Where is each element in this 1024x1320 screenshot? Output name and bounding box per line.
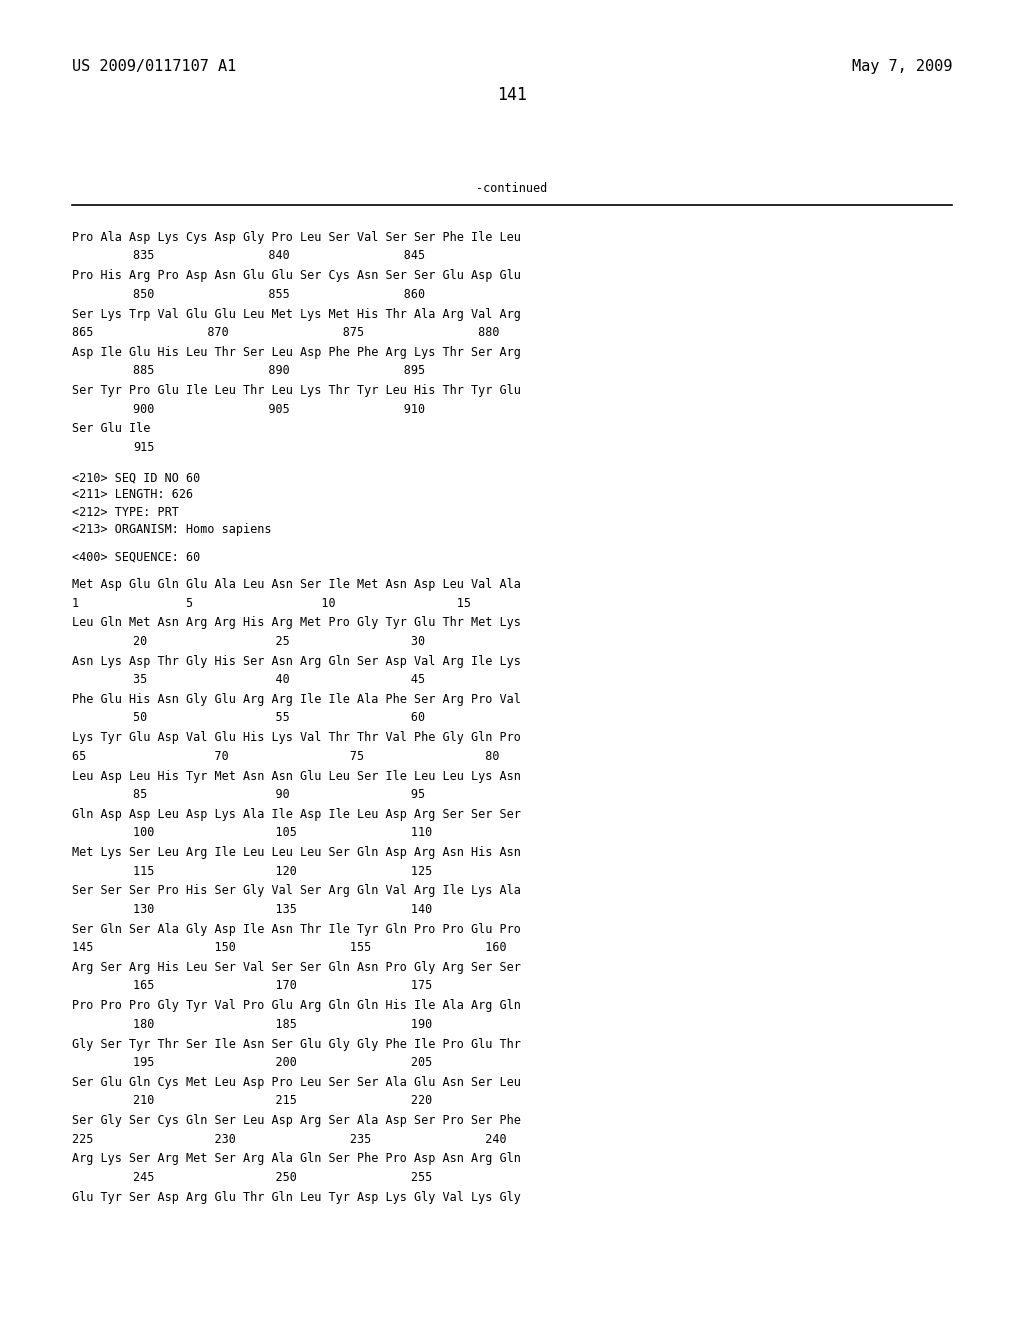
Text: <212> TYPE: PRT: <212> TYPE: PRT xyxy=(72,506,178,519)
Text: 50                  55                 60: 50 55 60 xyxy=(133,711,425,725)
Text: Ser Lys Trp Val Glu Glu Leu Met Lys Met His Thr Ala Arg Val Arg: Ser Lys Trp Val Glu Glu Leu Met Lys Met … xyxy=(72,308,520,321)
Text: 885                890                895: 885 890 895 xyxy=(133,364,425,378)
Text: 130                 135                140: 130 135 140 xyxy=(133,903,432,916)
Text: Met Asp Glu Gln Glu Ala Leu Asn Ser Ile Met Asn Asp Leu Val Ala: Met Asp Glu Gln Glu Ala Leu Asn Ser Ile … xyxy=(72,578,520,591)
Text: 850                855                860: 850 855 860 xyxy=(133,288,425,301)
Text: 195                 200                205: 195 200 205 xyxy=(133,1056,432,1069)
Text: Pro Pro Pro Gly Tyr Val Pro Glu Arg Gln Gln His Ile Ala Arg Gln: Pro Pro Pro Gly Tyr Val Pro Glu Arg Gln … xyxy=(72,999,520,1012)
Text: <210> SEQ ID NO 60: <210> SEQ ID NO 60 xyxy=(72,471,200,484)
Text: -continued: -continued xyxy=(476,182,548,195)
Text: 245                 250                255: 245 250 255 xyxy=(133,1171,432,1184)
Text: Leu Asp Leu His Tyr Met Asn Asn Glu Leu Ser Ile Leu Leu Lys Asn: Leu Asp Leu His Tyr Met Asn Asn Glu Leu … xyxy=(72,770,520,783)
Text: Phe Glu His Asn Gly Glu Arg Arg Ile Ile Ala Phe Ser Arg Pro Val: Phe Glu His Asn Gly Glu Arg Arg Ile Ile … xyxy=(72,693,520,706)
Text: Ser Glu Gln Cys Met Leu Asp Pro Leu Ser Ser Ala Glu Asn Ser Leu: Ser Glu Gln Cys Met Leu Asp Pro Leu Ser … xyxy=(72,1076,520,1089)
Text: <211> LENGTH: 626: <211> LENGTH: 626 xyxy=(72,488,193,502)
Text: 1               5                  10                 15: 1 5 10 15 xyxy=(72,597,471,610)
Text: <213> ORGANISM: Homo sapiens: <213> ORGANISM: Homo sapiens xyxy=(72,523,271,536)
Text: 900                905                910: 900 905 910 xyxy=(133,403,425,416)
Text: Asp Ile Glu His Leu Thr Ser Leu Asp Phe Phe Arg Lys Thr Ser Arg: Asp Ile Glu His Leu Thr Ser Leu Asp Phe … xyxy=(72,346,520,359)
Text: Arg Lys Ser Arg Met Ser Arg Ala Gln Ser Phe Pro Asp Asn Arg Gln: Arg Lys Ser Arg Met Ser Arg Ala Gln Ser … xyxy=(72,1152,520,1166)
Text: 85                  90                 95: 85 90 95 xyxy=(133,788,425,801)
Text: 65                  70                 75                 80: 65 70 75 80 xyxy=(72,750,499,763)
Text: Glu Tyr Ser Asp Arg Glu Thr Gln Leu Tyr Asp Lys Gly Val Lys Gly: Glu Tyr Ser Asp Arg Glu Thr Gln Leu Tyr … xyxy=(72,1191,520,1204)
Text: Ser Gly Ser Cys Gln Ser Leu Asp Arg Ser Ala Asp Ser Pro Ser Phe: Ser Gly Ser Cys Gln Ser Leu Asp Arg Ser … xyxy=(72,1114,520,1127)
Text: Gly Ser Tyr Thr Ser Ile Asn Ser Glu Gly Gly Phe Ile Pro Glu Thr: Gly Ser Tyr Thr Ser Ile Asn Ser Glu Gly … xyxy=(72,1038,520,1051)
Text: Pro Ala Asp Lys Cys Asp Gly Pro Leu Ser Val Ser Ser Phe Ile Leu: Pro Ala Asp Lys Cys Asp Gly Pro Leu Ser … xyxy=(72,231,520,244)
Text: 141: 141 xyxy=(497,86,527,104)
Text: 165                 170                175: 165 170 175 xyxy=(133,979,432,993)
Text: 210                 215                220: 210 215 220 xyxy=(133,1094,432,1107)
Text: Pro His Arg Pro Asp Asn Glu Glu Ser Cys Asn Ser Ser Glu Asp Glu: Pro His Arg Pro Asp Asn Glu Glu Ser Cys … xyxy=(72,269,520,282)
Text: US 2009/0117107 A1: US 2009/0117107 A1 xyxy=(72,59,236,74)
Text: Ser Glu Ile: Ser Glu Ile xyxy=(72,422,151,436)
Text: Arg Ser Arg His Leu Ser Val Ser Ser Gln Asn Pro Gly Arg Ser Ser: Arg Ser Arg His Leu Ser Val Ser Ser Gln … xyxy=(72,961,520,974)
Text: Ser Tyr Pro Glu Ile Leu Thr Leu Lys Thr Tyr Leu His Thr Tyr Glu: Ser Tyr Pro Glu Ile Leu Thr Leu Lys Thr … xyxy=(72,384,520,397)
Text: May 7, 2009: May 7, 2009 xyxy=(852,59,952,74)
Text: Asn Lys Asp Thr Gly His Ser Asn Arg Gln Ser Asp Val Arg Ile Lys: Asn Lys Asp Thr Gly His Ser Asn Arg Gln … xyxy=(72,655,520,668)
Text: Lys Tyr Glu Asp Val Glu His Lys Val Thr Thr Val Phe Gly Gln Pro: Lys Tyr Glu Asp Val Glu His Lys Val Thr … xyxy=(72,731,520,744)
Text: Leu Gln Met Asn Arg Arg His Arg Met Pro Gly Tyr Glu Thr Met Lys: Leu Gln Met Asn Arg Arg His Arg Met Pro … xyxy=(72,616,520,630)
Text: 100                 105                110: 100 105 110 xyxy=(133,826,432,840)
Text: 225                 230                235                240: 225 230 235 240 xyxy=(72,1133,506,1146)
Text: 20                  25                 30: 20 25 30 xyxy=(133,635,425,648)
Text: 180                 185                190: 180 185 190 xyxy=(133,1018,432,1031)
Text: <400> SEQUENCE: 60: <400> SEQUENCE: 60 xyxy=(72,550,200,564)
Text: 145                 150                155                160: 145 150 155 160 xyxy=(72,941,506,954)
Text: Ser Ser Ser Pro His Ser Gly Val Ser Arg Gln Val Arg Ile Lys Ala: Ser Ser Ser Pro His Ser Gly Val Ser Arg … xyxy=(72,884,520,898)
Text: 835                840                845: 835 840 845 xyxy=(133,249,425,263)
Text: Met Lys Ser Leu Arg Ile Leu Leu Leu Ser Gln Asp Arg Asn His Asn: Met Lys Ser Leu Arg Ile Leu Leu Leu Ser … xyxy=(72,846,520,859)
Text: 35                  40                 45: 35 40 45 xyxy=(133,673,425,686)
Text: 915: 915 xyxy=(133,441,155,454)
Text: 865                870                875                880: 865 870 875 880 xyxy=(72,326,499,339)
Text: Gln Asp Asp Leu Asp Lys Ala Ile Asp Ile Leu Asp Arg Ser Ser Ser: Gln Asp Asp Leu Asp Lys Ala Ile Asp Ile … xyxy=(72,808,520,821)
Text: Ser Gln Ser Ala Gly Asp Ile Asn Thr Ile Tyr Gln Pro Pro Glu Pro: Ser Gln Ser Ala Gly Asp Ile Asn Thr Ile … xyxy=(72,923,520,936)
Text: 115                 120                125: 115 120 125 xyxy=(133,865,432,878)
